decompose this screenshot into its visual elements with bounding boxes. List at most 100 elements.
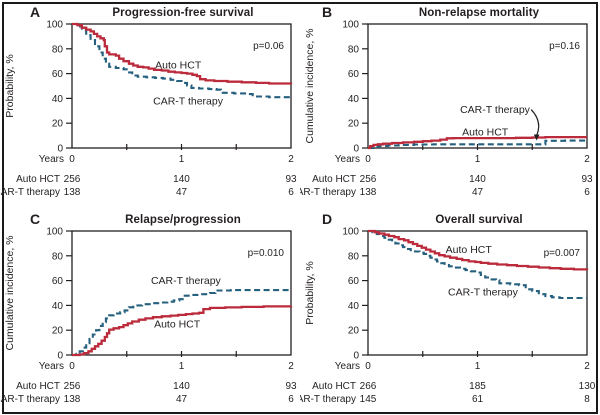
at-risk-count: 138 <box>64 187 81 198</box>
panel-non-relapse-mortality: B Non-relapse mortality p=0.16 Cumulativ… <box>300 4 593 199</box>
at-risk-count: 93 <box>581 174 593 185</box>
at-risk-count: 138 <box>360 187 377 198</box>
at-risk-series-name: Auto HCT <box>312 381 356 392</box>
panel-overall-survival: D Overall survival p=0.007 Probability, … <box>300 211 596 406</box>
y-tick-label: 100 <box>46 227 63 238</box>
at-risk-series-name: Auto HCT <box>16 381 60 392</box>
y-tick-label: 20 <box>52 119 64 130</box>
annotation-arrowhead <box>533 134 540 141</box>
at-risk-count: 256 <box>360 174 377 185</box>
panel-letter: D <box>322 211 332 227</box>
y-tick-label: 40 <box>52 301 64 312</box>
x-tick-label: 1 <box>179 154 185 165</box>
series-label: Auto HCT <box>155 59 202 71</box>
y-tick-label: 40 <box>348 301 360 312</box>
at-risk-count: 185 <box>469 381 486 392</box>
at-risk-count: 6 <box>288 394 294 405</box>
y-tick-label: 0 <box>57 351 63 362</box>
y-tick-label: 80 <box>348 44 360 55</box>
plot-content: 0 20 40 60 80 100 0 1 2 CAR-T therapy Auto HCT Auto… <box>0 20 297 199</box>
x-axis-label: Years <box>39 154 64 165</box>
x-tick-label: 1 <box>475 361 481 372</box>
series-line-auto-hct <box>368 229 589 271</box>
y-tick-label: 100 <box>342 227 359 238</box>
x-tick-label: 1 <box>475 154 481 165</box>
at-risk-count: 61 <box>472 394 484 405</box>
series-line-car-t-therapy <box>72 22 291 99</box>
at-risk-count: 47 <box>472 187 484 198</box>
at-risk-count: 256 <box>64 381 81 392</box>
panel-relapse-progression: C Relapse/progression p=0.010 Cumulative… <box>0 211 297 406</box>
y-tick-label: 0 <box>57 144 63 155</box>
at-risk-count: 256 <box>64 174 81 185</box>
plot-content: 0 20 40 60 80 100 0 1 2 CAR-T therapy Auto HCT Auto… <box>0 227 297 406</box>
y-tick-label: 0 <box>353 144 359 155</box>
x-tick-label: 2 <box>584 361 590 372</box>
panel-progression-free-survival: A Progression-free survival p=0.06 Proba… <box>0 4 297 199</box>
at-risk-count: 6 <box>584 187 590 198</box>
at-risk-count: 140 <box>173 381 190 392</box>
y-tick-label: 60 <box>52 69 64 80</box>
y-tick-label: 100 <box>342 20 359 31</box>
y-axis-label: Cumulative incidence, % <box>4 236 16 351</box>
plot-content: 0 20 40 60 80 100 0 1 2 CAR-T therapy Auto HCT Auto… <box>300 227 596 406</box>
series-line-auto-hct <box>72 305 293 357</box>
at-risk-count: 266 <box>360 381 377 392</box>
series-label: CAR-T therapy <box>151 275 222 287</box>
y-tick-label: 0 <box>353 351 359 362</box>
at-risk-count: 93 <box>285 174 297 185</box>
y-tick-label: 20 <box>52 326 64 337</box>
at-risk-count: 47 <box>176 187 188 198</box>
at-risk-series-name: CAR-T therapy <box>300 187 356 198</box>
at-risk-series-name: CAR-T therapy <box>300 394 356 405</box>
at-risk-count: 47 <box>176 394 188 405</box>
x-tick-label: 2 <box>288 361 294 372</box>
at-risk-count: 145 <box>360 394 377 405</box>
y-tick-label: 20 <box>348 326 360 337</box>
plot-content: 0 20 40 60 80 100 0 1 2 CAR-T therapy Auto HCT Auto… <box>300 20 593 199</box>
at-risk-series-name: Auto HCT <box>16 174 60 185</box>
y-tick-label: 60 <box>52 276 64 287</box>
at-risk-count: 140 <box>469 174 486 185</box>
y-tick-label: 40 <box>348 94 360 105</box>
panel-title: Relapse/progression <box>125 214 241 226</box>
x-tick-label: 0 <box>69 154 75 165</box>
at-risk-count: 138 <box>64 394 81 405</box>
p-value: p=0.007 <box>544 248 581 259</box>
at-risk-count: 130 <box>579 381 596 392</box>
y-tick-label: 100 <box>46 20 63 31</box>
x-axis-label: Years <box>335 361 360 372</box>
x-tick-label: 0 <box>365 154 371 165</box>
y-tick-label: 80 <box>52 44 64 55</box>
y-axis-label: Cumulative incidence, % <box>304 29 316 144</box>
panel-letter: C <box>30 211 40 227</box>
series-label: CAR-T therapy <box>153 95 224 107</box>
series-line-auto-hct <box>72 22 293 85</box>
series-label: CAR-T therapy <box>460 104 531 116</box>
series-label: Auto HCT <box>154 319 201 331</box>
x-tick-label: 0 <box>365 361 371 372</box>
panel-letter: B <box>322 4 332 20</box>
y-tick-label: 80 <box>52 251 64 262</box>
series-label: Auto HCT <box>462 126 509 138</box>
p-value: p=0.06 <box>253 41 284 52</box>
at-risk-count: 93 <box>285 381 297 392</box>
y-tick-label: 80 <box>348 251 360 262</box>
p-value: p=0.16 <box>549 41 580 52</box>
y-axis-label: Probability, % <box>304 261 316 324</box>
panel-letter: A <box>30 4 40 20</box>
at-risk-count: 8 <box>584 394 590 405</box>
x-axis-label: Years <box>335 154 360 165</box>
series-line-car-t-therapy <box>368 229 587 300</box>
at-risk-series-name: CAR-T therapy <box>0 187 60 198</box>
p-value: p=0.010 <box>248 248 285 259</box>
y-axis-label: Probability, % <box>4 54 16 117</box>
at-risk-count: 140 <box>173 174 190 185</box>
at-risk-series-name: Auto HCT <box>312 174 356 185</box>
at-risk-count: 6 <box>288 187 294 198</box>
x-tick-label: 2 <box>584 154 590 165</box>
series-label: CAR-T therapy <box>448 286 519 298</box>
at-risk-series-name: CAR-T therapy <box>0 394 60 405</box>
series-line-auto-hct <box>368 135 587 150</box>
